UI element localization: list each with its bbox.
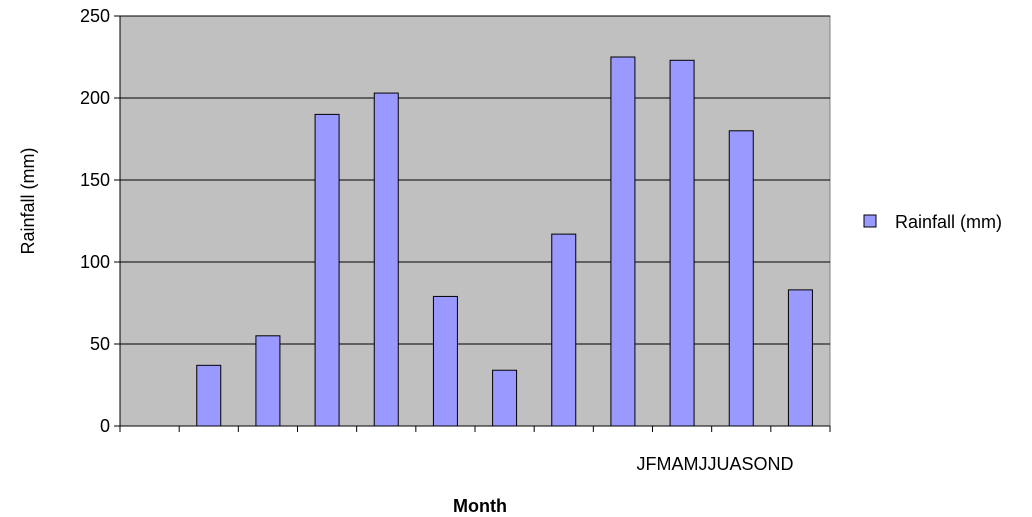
y-axis-title: Rainfall (mm)	[18, 147, 38, 254]
x-axis-title: Month	[453, 496, 507, 516]
y-tick-label: 0	[100, 416, 110, 436]
y-tick-label: 200	[80, 88, 110, 108]
bar-7	[492, 369, 518, 427]
bar-5	[373, 92, 399, 427]
y-tick-label: 50	[90, 334, 110, 354]
legend-label: Rainfall (mm)	[895, 212, 1002, 232]
bar-9	[610, 56, 636, 427]
x-category-label: JFMAMJJUASOND	[637, 454, 794, 474]
bar-3	[255, 335, 281, 427]
y-tick-label: 150	[80, 170, 110, 190]
bar-4	[314, 113, 340, 427]
bar-12	[787, 289, 813, 427]
bar-6	[432, 295, 458, 427]
bar-11	[728, 130, 754, 427]
bars	[196, 56, 813, 427]
bar-10	[669, 59, 695, 427]
y-axis-ticks: 0 50 100 150 200 250	[80, 6, 120, 436]
legend-swatch	[863, 214, 877, 228]
gridlines	[120, 15, 830, 345]
y-tick-label: 250	[80, 6, 110, 26]
x-axis-ticks	[119, 426, 831, 432]
bar-2	[196, 364, 222, 427]
bar-8	[551, 233, 577, 427]
y-tick-label: 100	[80, 252, 110, 272]
plot-area	[119, 15, 831, 427]
legend: Rainfall (mm)	[863, 212, 1002, 232]
